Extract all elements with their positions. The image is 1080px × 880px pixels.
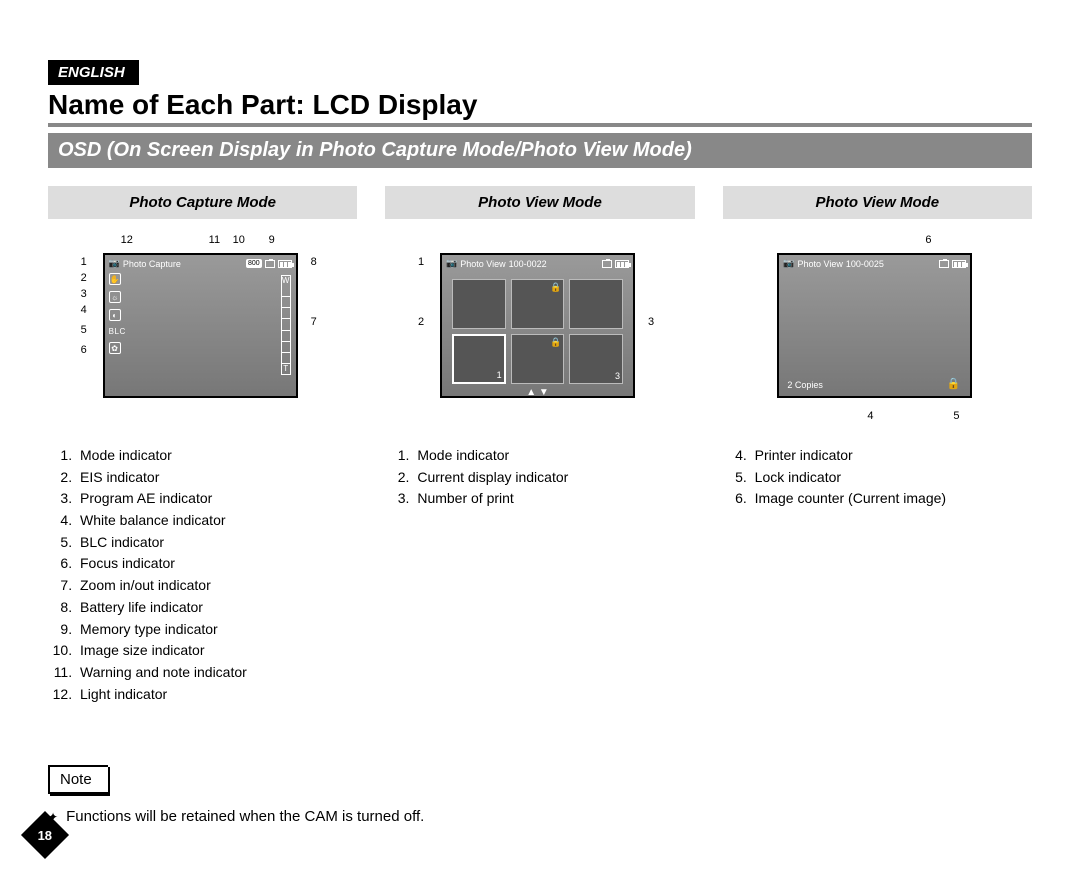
size-badge: 800 (246, 259, 262, 268)
section-heading: OSD (On Screen Display in Photo Capture … (48, 133, 1032, 168)
callout-9: 9 (269, 235, 275, 246)
callout-12: 12 (121, 235, 133, 246)
col-heading-c: Photo View Mode (723, 186, 1032, 219)
thumbnail-grid: 🔒 1 🔒 3 (452, 279, 623, 384)
focus-icon: ✿ (109, 342, 121, 354)
thumb (569, 279, 623, 329)
camera-icon: 📷 (446, 258, 457, 269)
callout-4: 4 (81, 305, 87, 316)
battery-icon (615, 260, 629, 268)
callout-6: 6 (81, 345, 87, 356)
eis-icon: ✋ (109, 273, 121, 285)
thumb: 🔒 (511, 279, 565, 329)
lcd-counter: 100-0025 (846, 259, 884, 269)
callout-b2: 2 (418, 317, 424, 328)
legend-item: Focus indicator (76, 553, 357, 575)
legend-item: Light indicator (76, 684, 357, 706)
legend-item: Lock indicator (751, 467, 1032, 489)
col-heading-a: Photo Capture Mode (48, 186, 357, 219)
lcd-mode-label: Photo View (798, 259, 843, 269)
legend-item: Warning and note indicator (76, 662, 357, 684)
lcd-figure-a: 12 11 10 9 1 2 3 4 5 6 8 7 📷 Photo Captu… (73, 233, 333, 425)
lock-icon: 🔒 (550, 337, 561, 348)
callout-c5: 5 (953, 411, 959, 422)
col-heading-b: Photo View Mode (385, 186, 694, 219)
callout-7: 7 (311, 317, 317, 328)
zoom-bar: W T (281, 275, 291, 375)
lcd-screen-b: 📷 Photo View 100-0022 🔒 1 🔒 3 ▲ ▼ (440, 253, 635, 398)
legend-item: Mode indicator (76, 445, 357, 467)
callout-2: 2 (81, 273, 87, 284)
camera-icon: 📷 (109, 258, 120, 269)
legend-a: Mode indicator EIS indicator Program AE … (48, 445, 357, 705)
legend-b: Mode indicator Current display indicator… (385, 445, 694, 510)
callout-c6: 6 (925, 235, 931, 246)
lcd-figure-b: 1 2 3 📷 Photo View 100-0022 🔒 1 🔒 (410, 233, 670, 425)
lcd-counter: 100-0022 (509, 259, 547, 269)
nav-arrows: ▲ ▼ (442, 387, 633, 398)
col-photo-view-single: Photo View Mode 6 4 5 📷 Photo View 100-0… (723, 186, 1032, 705)
legend-item: Memory type indicator (76, 619, 357, 641)
legend-item: White balance indicator (76, 510, 357, 532)
thumb-selected: 1 (452, 334, 506, 384)
language-tag: ENGLISH (48, 60, 139, 85)
note-section: Note ✦Functions will be retained when th… (48, 765, 1032, 825)
wb-icon: ◐ (109, 309, 121, 321)
note-body: Functions will be retained when the CAM … (66, 808, 424, 825)
legend-item: Current display indicator (413, 467, 694, 489)
note-label-box: Note (48, 765, 108, 794)
callout-11: 11 (209, 235, 220, 246)
legend-item: Mode indicator (413, 445, 694, 467)
thumb (452, 279, 506, 329)
legend-item: Number of print (413, 488, 694, 510)
camera-icon: 📷 (783, 258, 794, 269)
callout-b1: 1 (418, 257, 424, 268)
lcd-figure-c: 6 4 5 📷 Photo View 100-0025 2 Copies 🔒 (747, 233, 1007, 425)
battery-icon (278, 260, 292, 268)
thumb-print-count: 3 (613, 369, 622, 383)
memory-icon (939, 260, 949, 268)
col-photo-capture: Photo Capture Mode 12 11 10 9 1 2 3 4 5 … (48, 186, 357, 705)
copies-label: 2 Copies (787, 380, 823, 390)
callout-1: 1 (81, 257, 87, 268)
thumb-print-count: 1 (495, 368, 504, 382)
zoom-w: W (282, 276, 290, 286)
legend-item: Battery life indicator (76, 597, 357, 619)
lcd-screen-a: 📷 Photo Capture 800 ✋ ☼ ◐ BLC ✿ W (103, 253, 298, 398)
col-photo-view-thumbs: Photo View Mode 1 2 3 📷 Photo View 100-0… (385, 186, 694, 705)
legend-item: Zoom in/out indicator (76, 575, 357, 597)
lcd-mode-label: Photo View (460, 259, 505, 269)
legend-item: Program AE indicator (76, 488, 357, 510)
note-text: ✦Functions will be retained when the CAM… (48, 808, 1032, 825)
callout-8: 8 (311, 257, 317, 268)
legend-item: Printer indicator (751, 445, 1032, 467)
lcd-screen-c: 📷 Photo View 100-0025 2 Copies 🔒 (777, 253, 972, 398)
battery-icon (952, 260, 966, 268)
blc-label: BLC (109, 327, 126, 336)
lock-icon: 🔒 (947, 377, 961, 390)
ae-icon: ☼ (109, 291, 121, 303)
callout-c4: 4 (867, 411, 873, 422)
callout-b3: 3 (648, 317, 654, 328)
thumb: 3 (569, 334, 623, 384)
lock-icon: 🔒 (550, 282, 561, 293)
memory-icon (602, 260, 612, 268)
legend-item: EIS indicator (76, 467, 357, 489)
memory-icon (265, 260, 275, 268)
callout-5: 5 (81, 325, 87, 336)
legend-item: BLC indicator (76, 532, 357, 554)
legend-c: Printer indicator Lock indicator Image c… (723, 445, 1032, 510)
columns-row: Photo Capture Mode 12 11 10 9 1 2 3 4 5 … (48, 186, 1032, 705)
page-title: Name of Each Part: LCD Display (48, 89, 1032, 127)
callout-10: 10 (233, 235, 245, 246)
thumb: 🔒 (511, 334, 565, 384)
legend-item: Image counter (Current image) (751, 488, 1032, 510)
legend-item: Image size indicator (76, 640, 357, 662)
lcd-mode-label: Photo Capture (123, 259, 181, 269)
zoom-t: T (282, 364, 290, 374)
callout-3: 3 (81, 289, 87, 300)
